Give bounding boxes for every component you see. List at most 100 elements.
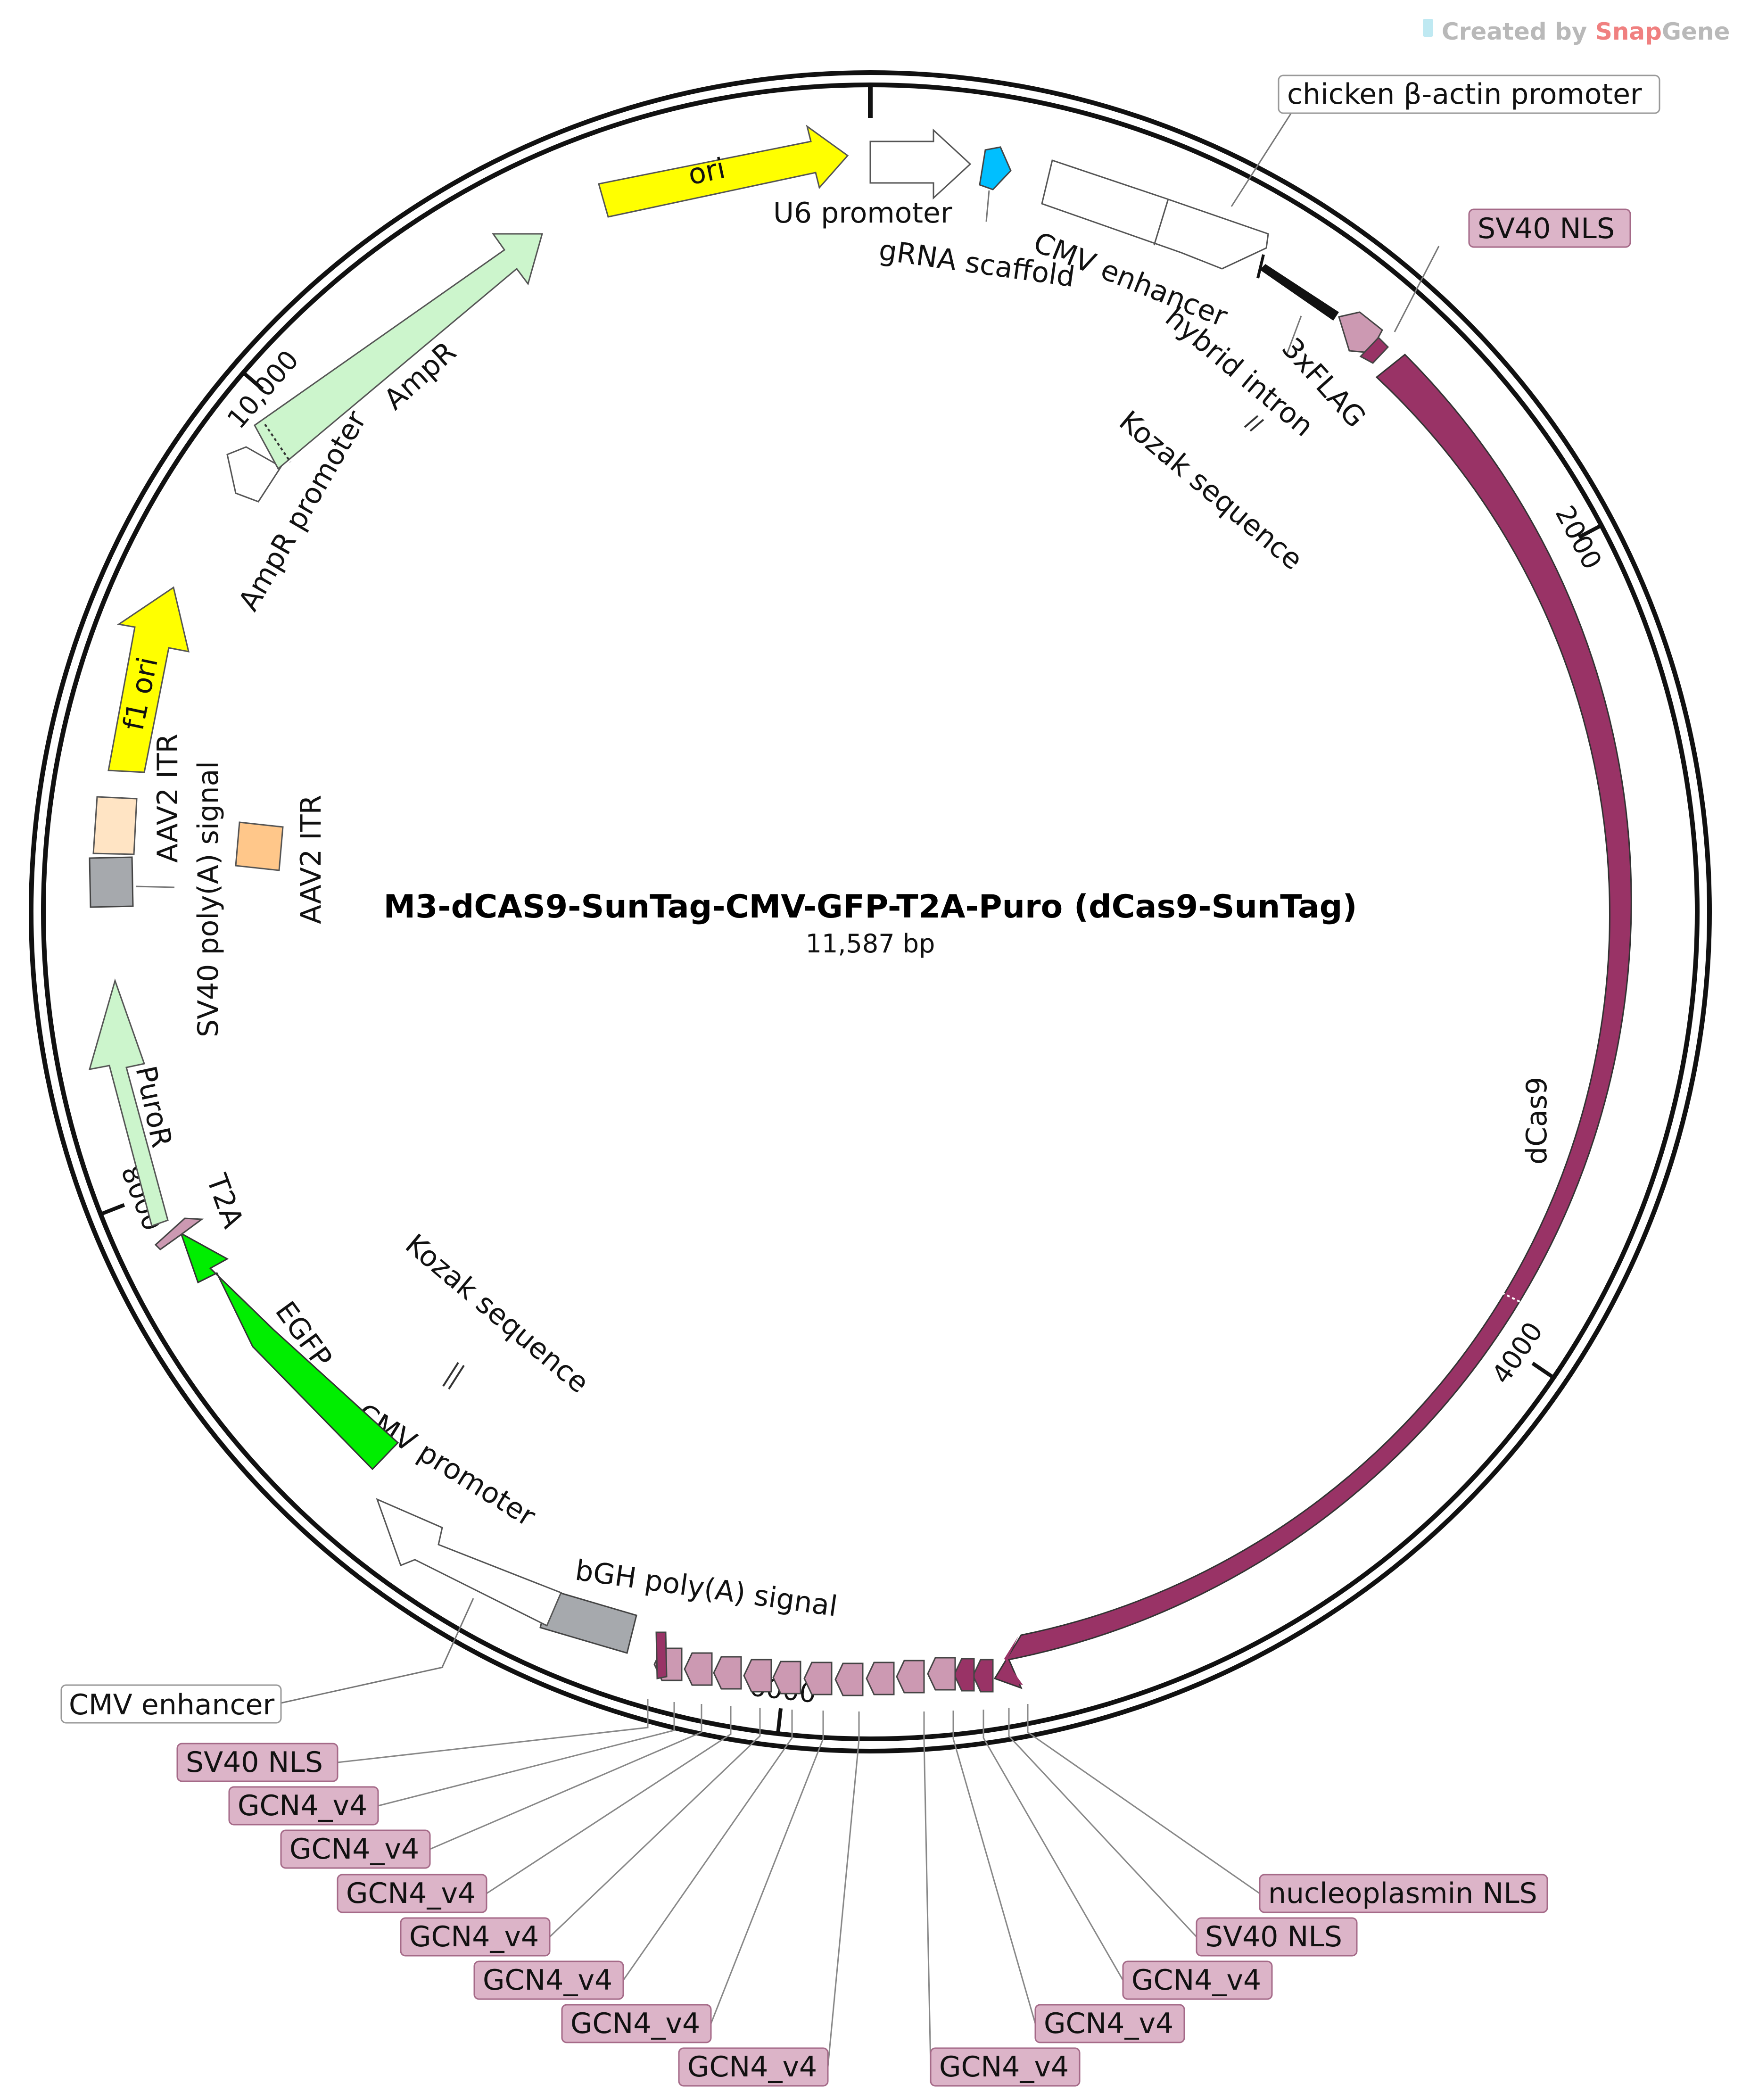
callout-box[interactable]	[1122, 1960, 1273, 2000]
kozak-top-label: Kozak sequence	[1113, 405, 1309, 577]
aav2-itr-right-label: AAV2 ITR	[295, 795, 328, 924]
callout-leader	[827, 1711, 860, 2067]
puror-feature[interactable]	[88, 978, 169, 1227]
suntag-segment[interactable]	[896, 1660, 925, 1694]
ori-label: ori	[685, 152, 728, 192]
bottom-callouts: SV40 NLS GCN4_v4 GCN4_v4 GCN4_v4 GCN4_v4 GCN4…	[176, 1699, 1548, 2087]
suntag-array	[653, 1631, 994, 1696]
callout-label: SV40 NLS	[1205, 1920, 1342, 1953]
sv40-nls-top-box[interactable]	[1468, 208, 1631, 248]
callout-label: GCN4_v4	[687, 2050, 817, 2083]
callout-box[interactable]	[473, 1960, 624, 2000]
callout-leader	[1008, 1708, 1197, 1938]
dcas9-label: dCas9	[1520, 1077, 1553, 1165]
branding-gene: Gene	[1662, 18, 1730, 45]
suntag-segment[interactable]	[803, 1662, 833, 1695]
cmv-enhancer-bottom-callout: CMV enhancer	[60, 1666, 444, 1724]
callout-box[interactable]	[678, 2047, 829, 2087]
chicken-actin-callout: chicken β-actin promoter	[1230, 74, 1660, 207]
callout-leader	[429, 1704, 702, 1850]
sv40-nls-bottom-left-feature[interactable]	[655, 1631, 668, 1679]
t2a-label: T2A	[200, 1169, 250, 1232]
chicken-actin-box[interactable]	[1278, 74, 1660, 114]
callout-label: GCN4_v4	[1044, 2007, 1173, 2040]
suntag-segment[interactable]	[927, 1657, 956, 1691]
suntag-segment[interactable]	[684, 1652, 713, 1686]
callout-box[interactable]	[400, 1917, 551, 1957]
tick-mark	[243, 372, 264, 391]
chicken-actin-label: chicken β-actin promoter	[1287, 78, 1642, 111]
callout-leader	[1027, 1704, 1260, 1894]
sv40-polya-feature[interactable]	[89, 856, 175, 908]
ampr-promoter-feature[interactable]	[226, 446, 282, 503]
u6-promoter-feature[interactable]	[869, 128, 972, 200]
callout-box[interactable]	[930, 2047, 1081, 2087]
kozak-bottom-feature[interactable]	[442, 1362, 465, 1390]
callout-label: GCN4_v4	[409, 1920, 539, 1953]
aav2-itr-left-feature[interactable]	[92, 796, 138, 855]
snapgene-logo-icon	[1423, 19, 1433, 37]
cmv-enhancer-bottom-box[interactable]	[60, 1684, 282, 1724]
hybrid-intron-feature[interactable]	[1256, 254, 1339, 321]
callout-leader	[337, 1699, 649, 1763]
dcas9-feature[interactable]: dCas9	[993, 353, 1632, 1689]
aav2-itr-right-feature[interactable]	[235, 821, 284, 871]
cmv-enhancer-bottom-label: CMV enhancer	[69, 1688, 274, 1721]
suntag-segment[interactable]	[866, 1662, 895, 1695]
kozak-bottom-label: Kozak sequence	[399, 1228, 595, 1400]
callout-label: GCN4_v4	[483, 1964, 612, 1997]
egfp-feature[interactable]	[180, 1232, 399, 1500]
ampr-feature[interactable]	[254, 233, 543, 470]
callout-leader	[952, 1711, 1036, 2024]
callout-label: SV40 NLS	[186, 1746, 323, 1779]
callout-label: GCN4_v4	[238, 1789, 367, 1822]
u6-promoter-label: U6 promoter	[773, 197, 952, 230]
tick-mark	[1531, 1362, 1553, 1378]
callout-box[interactable]	[1196, 1917, 1358, 1957]
callout-label: GCN4_v4	[289, 1833, 419, 1866]
grna-scaffold-leader	[985, 190, 990, 222]
callout-leader	[549, 1708, 761, 1938]
sv40-nls-top-callout: SV40 NLS	[1394, 208, 1631, 332]
callout-leader	[486, 1706, 732, 1894]
callout-box[interactable]	[1259, 1874, 1548, 1913]
callout-leader	[378, 1702, 675, 1807]
tick-mark	[776, 1708, 783, 1732]
cmv-promoter-feature[interactable]	[376, 1498, 562, 1668]
sv40-nls-top-feature[interactable]	[1359, 336, 1389, 364]
sv40-nls-top-label: SV40 NLS	[1478, 212, 1615, 245]
ori-feature[interactable]: ori	[598, 124, 849, 218]
callout-box[interactable]	[561, 2004, 712, 2043]
f1-ori-feature[interactable]	[107, 586, 190, 773]
svg-text:Created by SnapGene: Created by SnapGene	[1442, 18, 1730, 45]
plasmid-title: M3-dCAS9-SunTag-CMV-GFP-T2A-Puro (dCas9-…	[383, 888, 1357, 926]
callout-leader	[982, 1710, 1124, 1981]
callout-label: nucleoplasmin NLS	[1268, 1877, 1537, 1910]
snapgene-branding: Created by SnapGene	[1423, 18, 1730, 45]
kozak-top-feature[interactable]	[1244, 415, 1264, 432]
suntag-segment[interactable]	[953, 1658, 975, 1692]
aav2-itr-left-label: AAV2 ITR	[151, 734, 184, 863]
suntag-segment[interactable]	[743, 1659, 772, 1693]
cmv-promoter-label: CMV promoter	[351, 1397, 541, 1533]
cmv-enhancer-top-feature[interactable]	[1041, 159, 1269, 270]
sv40-polya-label: SV40 poly(A) signal	[192, 761, 225, 1037]
callout-box[interactable]	[1034, 2004, 1185, 2043]
suntag-segment[interactable]	[972, 1659, 994, 1693]
grna-scaffold-feature[interactable]	[979, 146, 1012, 190]
t2a-feature[interactable]	[154, 1217, 204, 1250]
callout-leader	[923, 1711, 932, 2067]
callout-box[interactable]	[337, 1874, 487, 1913]
plasmid-backbone	[29, 70, 1712, 1753]
f1-ori-label: f1 ori	[117, 654, 165, 734]
callout-box[interactable]	[176, 1743, 338, 1782]
callout-label: GCN4_v4	[346, 1877, 476, 1910]
callout-box[interactable]	[228, 1786, 379, 1826]
branding-snap: Snap	[1595, 18, 1662, 45]
suntag-segment[interactable]	[713, 1656, 742, 1690]
callout-leader	[710, 1711, 824, 2024]
callout-box[interactable]	[280, 1829, 431, 1869]
plasmid-length: 11,587 bp	[806, 929, 935, 959]
suntag-segment[interactable]	[834, 1662, 864, 1696]
suntag-segment[interactable]	[772, 1661, 801, 1695]
